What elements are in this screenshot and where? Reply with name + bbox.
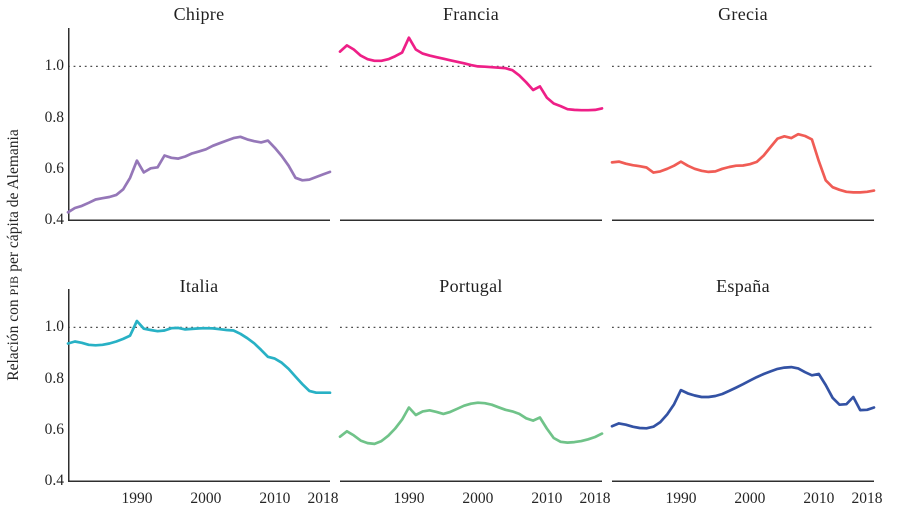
- x-tick-label: 2018: [579, 490, 611, 507]
- y-tick-label: 0.4: [44, 472, 64, 489]
- x-tick-label: 2010: [531, 490, 563, 507]
- y-tick-label: 0.6: [44, 420, 64, 438]
- panel-title-grecia: Grecia: [718, 4, 768, 24]
- y-tick-label: 0.4: [44, 211, 64, 228]
- panel-italia: Italia 1.0 0.8 0.6 0.4 1990 2000 2010 2018: [45, 276, 339, 507]
- panel-portugal: Portugal 1990 2000 2010 2018: [338, 276, 611, 507]
- panel-title-italia: Italia: [179, 276, 219, 296]
- y-tick-label: 0.8: [44, 108, 64, 126]
- x-tick-label: 2018: [851, 490, 883, 507]
- series-line-chipre: [66, 135, 332, 214]
- x-tick-label: 2000: [462, 490, 494, 507]
- y-tick-label: 1.0: [44, 318, 64, 336]
- x-tick-label: 1990: [665, 490, 697, 507]
- y-tick-label: 0.6: [44, 159, 64, 177]
- panel-espana: España 1990 2000 2010 2018: [610, 276, 883, 507]
- panel-francia: Francia: [338, 4, 604, 221]
- series-line-grecia: [610, 132, 876, 194]
- x-tick-label: 2010: [803, 490, 835, 507]
- y-tick-label: 1.0: [44, 57, 64, 75]
- line-chart-chipre: [66, 28, 332, 221]
- series-line-italia: [66, 319, 332, 395]
- y-tick-label: 0.8: [44, 369, 64, 387]
- line-chart-francia: [338, 36, 604, 221]
- panel-title-portugal: Portugal: [439, 276, 503, 296]
- x-tick-label: 1990: [121, 490, 153, 507]
- panel-title-francia: Francia: [442, 4, 500, 24]
- x-tick-label: 2000: [190, 490, 222, 507]
- x-tick-label: 2010: [259, 490, 291, 507]
- series-line-francia: [338, 36, 604, 112]
- line-chart-italia: [66, 289, 332, 482]
- line-chart-grecia: [610, 65, 876, 221]
- line-chart-espana: [610, 326, 876, 482]
- x-tick-label: 2018: [307, 490, 339, 507]
- line-chart-portugal: [338, 326, 604, 482]
- panel-chipre: Chipre 1.0 0.8 0.6 0.4: [45, 4, 332, 228]
- series-line-espana: [610, 365, 876, 430]
- series-line-portugal: [338, 401, 604, 446]
- x-tick-label: 1990: [393, 490, 425, 507]
- x-tick-label: 2000: [734, 490, 766, 507]
- panel-title-espana: España: [716, 276, 770, 296]
- panel-grecia: Grecia: [610, 4, 876, 221]
- panel-title-chipre: Chipre: [173, 4, 225, 24]
